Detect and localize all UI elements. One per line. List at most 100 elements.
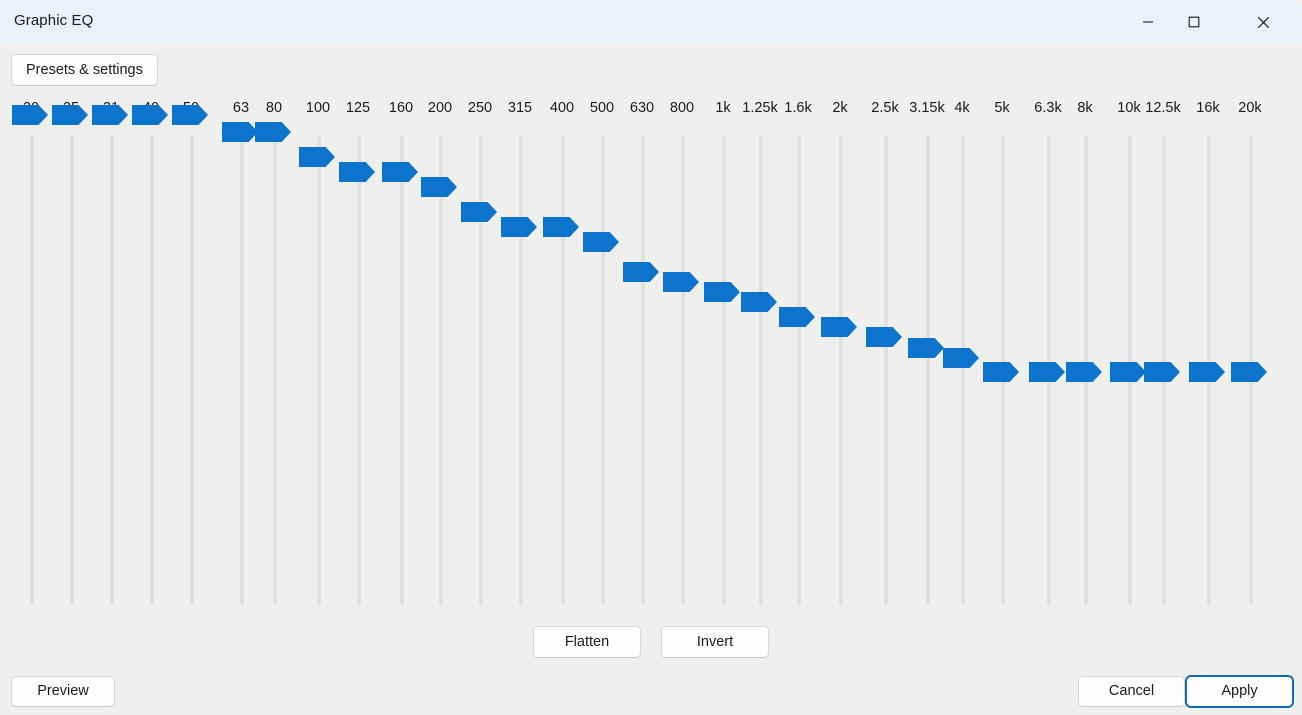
eq-band-thumb[interactable]: [501, 217, 537, 237]
eq-band-track[interactable]: [722, 135, 726, 605]
eq-band: 2k: [820, 100, 860, 620]
window-title: Graphic EQ: [14, 12, 94, 29]
eq-band: 80: [254, 100, 294, 620]
cancel-button[interactable]: Cancel: [1078, 676, 1185, 707]
eq-band-track[interactable]: [70, 135, 74, 605]
eq-band-track[interactable]: [561, 135, 565, 605]
eq-band-track[interactable]: [150, 135, 154, 605]
eq-band-label: 200: [427, 100, 453, 116]
eq-action-buttons: Flatten Invert: [0, 626, 1302, 658]
presets-and-settings-button[interactable]: Presets & settings: [11, 54, 158, 86]
eq-band-thumb[interactable]: [821, 317, 857, 337]
eq-band: 5k: [982, 100, 1022, 620]
eq-band-thumb[interactable]: [908, 338, 944, 358]
eq-band-label: 3.15k: [909, 100, 945, 116]
eq-band-thumb[interactable]: [421, 177, 457, 197]
eq-band: 250: [460, 100, 500, 620]
eq-band-thumb[interactable]: [1110, 362, 1146, 382]
eq-band: 16k: [1188, 100, 1228, 620]
eq-band-thumb[interactable]: [704, 282, 740, 302]
eq-band-track[interactable]: [110, 135, 114, 605]
eq-band: 400: [542, 100, 582, 620]
eq-band-track[interactable]: [601, 135, 605, 605]
eq-band-thumb[interactable]: [1189, 362, 1225, 382]
eq-band-track[interactable]: [357, 135, 361, 605]
eq-band: 20k: [1230, 100, 1270, 620]
eq-band-thumb[interactable]: [172, 105, 208, 125]
eq-band-thumb[interactable]: [339, 162, 375, 182]
eq-band: 500: [582, 100, 622, 620]
eq-band-track[interactable]: [240, 135, 244, 605]
eq-band-thumb[interactable]: [583, 232, 619, 252]
eq-band-thumb[interactable]: [663, 272, 699, 292]
eq-band-thumb[interactable]: [12, 105, 48, 125]
close-button[interactable]: [1240, 0, 1286, 44]
eq-band-track[interactable]: [273, 135, 277, 605]
maximize-button[interactable]: [1171, 0, 1217, 44]
eq-band-track[interactable]: [190, 135, 194, 605]
flatten-button[interactable]: Flatten: [533, 626, 641, 658]
eq-band: 1.25k: [740, 100, 780, 620]
eq-band-thumb[interactable]: [866, 327, 902, 347]
eq-band-track[interactable]: [797, 135, 801, 605]
eq-band-thumb[interactable]: [52, 105, 88, 125]
eq-band-thumb[interactable]: [943, 348, 979, 368]
eq-band-track[interactable]: [926, 135, 930, 605]
eq-band-thumb[interactable]: [543, 217, 579, 237]
eq-band-thumb[interactable]: [255, 122, 291, 142]
eq-band-thumb[interactable]: [132, 105, 168, 125]
eq-band: 3.15k: [907, 100, 947, 620]
eq-band-label: 12.5k: [1145, 100, 1181, 116]
apply-button[interactable]: Apply: [1185, 675, 1294, 708]
eq-band-track[interactable]: [479, 135, 483, 605]
maximize-icon: [1188, 16, 1200, 28]
eq-band-track[interactable]: [681, 135, 685, 605]
eq-band-label: 80: [265, 100, 283, 116]
eq-band-track[interactable]: [961, 135, 965, 605]
minimize-button[interactable]: [1125, 0, 1171, 44]
eq-band-label: 2k: [832, 100, 848, 116]
eq-band-thumb[interactable]: [461, 202, 497, 222]
eq-band: 1.6k: [778, 100, 818, 620]
eq-band-thumb[interactable]: [92, 105, 128, 125]
eq-band-track[interactable]: [839, 135, 843, 605]
eq-band: 31: [91, 100, 131, 620]
eq-band-label: 125: [345, 100, 371, 116]
eq-band-label: 500: [589, 100, 615, 116]
eq-band-thumb[interactable]: [299, 147, 335, 167]
eq-band: 50: [171, 100, 211, 620]
eq-band-thumb[interactable]: [983, 362, 1019, 382]
eq-band-label: 1.25k: [742, 100, 778, 116]
eq-band-track[interactable]: [30, 135, 34, 605]
eq-band-thumb[interactable]: [1066, 362, 1102, 382]
eq-band-thumb[interactable]: [1231, 362, 1267, 382]
eq-band-label: 16k: [1196, 100, 1220, 116]
eq-band: 25: [51, 100, 91, 620]
eq-band-track[interactable]: [439, 135, 443, 605]
equalizer-band-area: 2025314050 63 80 100 125 160 200 250 315 400 500 63…: [0, 100, 1302, 620]
eq-band: 800: [662, 100, 702, 620]
eq-band-label: 630: [629, 100, 655, 116]
preview-button[interactable]: Preview: [11, 676, 115, 707]
eq-band-thumb[interactable]: [222, 122, 258, 142]
eq-band-label: 315: [507, 100, 533, 116]
eq-band: 2.5k: [865, 100, 905, 620]
eq-band-track[interactable]: [759, 135, 763, 605]
invert-button[interactable]: Invert: [661, 626, 769, 658]
eq-band-thumb[interactable]: [1029, 362, 1065, 382]
eq-band-label: 5k: [994, 100, 1010, 116]
eq-band-thumb[interactable]: [779, 307, 815, 327]
eq-band-track[interactable]: [400, 135, 404, 605]
eq-band-track[interactable]: [641, 135, 645, 605]
eq-band-track[interactable]: [317, 135, 321, 605]
eq-band-thumb[interactable]: [382, 162, 418, 182]
eq-band: 40: [131, 100, 171, 620]
eq-band-track[interactable]: [519, 135, 523, 605]
eq-band-thumb[interactable]: [623, 262, 659, 282]
eq-band-thumb[interactable]: [741, 292, 777, 312]
eq-band: 12.5k: [1143, 100, 1183, 620]
eq-band: 315: [500, 100, 540, 620]
eq-band-track[interactable]: [884, 135, 888, 605]
eq-band-label: 400: [549, 100, 575, 116]
eq-band-thumb[interactable]: [1144, 362, 1180, 382]
